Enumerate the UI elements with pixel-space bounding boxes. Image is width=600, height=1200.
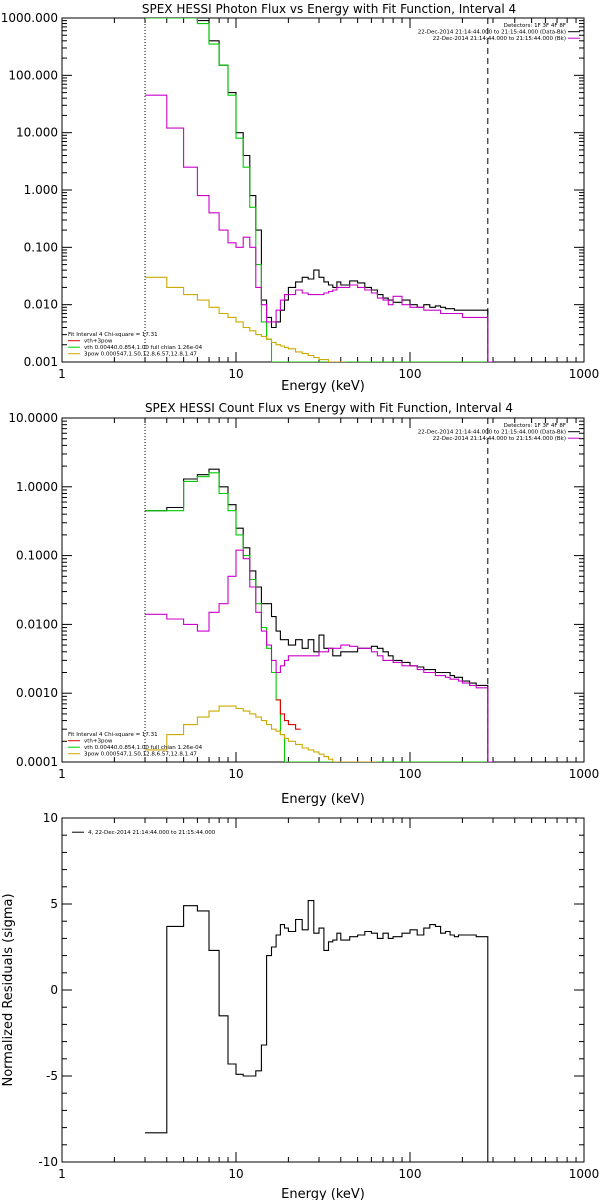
x-tick-label: 1	[58, 767, 66, 781]
y-tick-label: 0.100	[24, 240, 58, 254]
x-tick-label: 10	[228, 367, 243, 381]
legend-entry: 22-Dec-2014 21:14:44.000 to 21:15:44.000…	[433, 36, 566, 42]
plot-frame	[61, 817, 585, 1163]
x-tick-label: 100	[399, 767, 422, 781]
x-tick-label: 1000	[569, 367, 600, 381]
x-axis-label: Energy (keV)	[281, 792, 365, 807]
legend-entry: vth+3pow	[84, 739, 113, 745]
x-axis-label: Energy (keV)	[281, 1187, 365, 1200]
series-line	[145, 705, 377, 762]
legend-entry: 3pow 0.000547,1.50,12.8,6.57,12.8,1.47	[84, 352, 197, 358]
x-tick-label: 1	[58, 367, 66, 381]
series-group	[145, 468, 493, 762]
y-tick-label: 100.000	[8, 68, 58, 82]
y-tick-label: 0	[50, 983, 58, 997]
x-tick-label: 10	[228, 1167, 243, 1181]
legend-entry: vth 0.00440,0.854,1.00 full chian 1.26e-…	[84, 745, 203, 751]
y-tick-label: 0.1000	[16, 549, 58, 563]
residuals-panel: Energy (keV) Normalized Residuals (sigma…	[1, 811, 599, 1200]
y-tick-label: 0.010	[24, 298, 58, 312]
y-tick-label: 1.000	[24, 183, 58, 197]
series-line	[145, 18, 493, 362]
y-tick-label: 10.000	[16, 126, 58, 140]
y-tick-label: 5	[50, 897, 58, 911]
x-tick-label: 1	[58, 1167, 66, 1181]
legend-entry: Fit Interval 4 Chi-square = 17.31	[68, 732, 158, 738]
legend-entry: Fit Interval 4 Chi-square = 17.31	[68, 332, 158, 338]
series-group	[145, 18, 493, 362]
legend-entry: 4, 22-Dec-2014 21:14:44.000 to 21:15:44.…	[88, 830, 216, 836]
y-tick-label: -5	[46, 1069, 58, 1083]
panel-title: SPEX HESSI Count Flux vs Energy with Fit…	[145, 401, 513, 415]
legend-entry: 22-Dec-2014 21:14:44.000 to 21:15:44.000…	[433, 436, 566, 442]
legend-entry: vth+3pow	[84, 339, 113, 345]
y-tick-label: 1000.000	[1, 11, 58, 25]
series-line	[276, 699, 301, 730]
y-tick-label: 10	[43, 811, 58, 825]
x-tick-label: 100	[399, 1167, 422, 1181]
series-line	[145, 549, 493, 762]
legend-entry: 22-Dec-2014 21:14:44.000 to 21:15:44.000…	[418, 30, 566, 36]
y-tick-label: 0.0010	[16, 686, 58, 700]
legend-entry: 22-Dec-2014 21:14:44.000 to 21:15:44.000…	[418, 430, 566, 436]
x-tick-label: 10	[228, 767, 243, 781]
y-tick-label: 1.0000	[16, 480, 58, 494]
photon-flux-panel: SPEX HESSI Photon Flux vs Energy with Fi…	[1, 2, 600, 394]
series-line	[145, 276, 346, 362]
x-tick-label: 100	[399, 367, 422, 381]
x-axis-label: Energy (keV)	[281, 379, 365, 394]
legend-entry: Detectors: 1F 3F 4F 8F	[504, 23, 566, 29]
series-line	[145, 472, 493, 762]
y-tick-label: -10	[38, 1155, 58, 1169]
y-tick-label: 0.001	[24, 355, 58, 369]
y-tick-label: 0.0100	[16, 617, 58, 631]
series-line	[145, 900, 493, 1162]
x-tick-label: 1000	[569, 767, 600, 781]
x-tick-label: 1000	[569, 1167, 600, 1181]
series-group	[145, 900, 493, 1162]
legend-entry: 3pow 0.000547,1.50,12.8,6.57,12.8,1.47	[84, 752, 197, 758]
series-line	[145, 94, 493, 362]
legend-entry: Detectors: 1F 3F 4F 8F	[504, 423, 566, 429]
plot-frame	[61, 17, 585, 363]
y-tick-label: 10.0000	[8, 411, 58, 425]
y-tick-label: 0.0001	[16, 755, 58, 769]
panel-title: SPEX HESSI Photon Flux vs Energy with Fi…	[142, 2, 516, 16]
plot-frame	[61, 417, 585, 763]
legend-entry: vth 0.00440,0.854,1.00 full chian 1.26e-…	[84, 345, 203, 351]
y-axis-label: Normalized Residuals (sigma)	[1, 893, 16, 1086]
count-flux-panel: SPEX HESSI Count Flux vs Energy with Fit…	[8, 401, 599, 807]
